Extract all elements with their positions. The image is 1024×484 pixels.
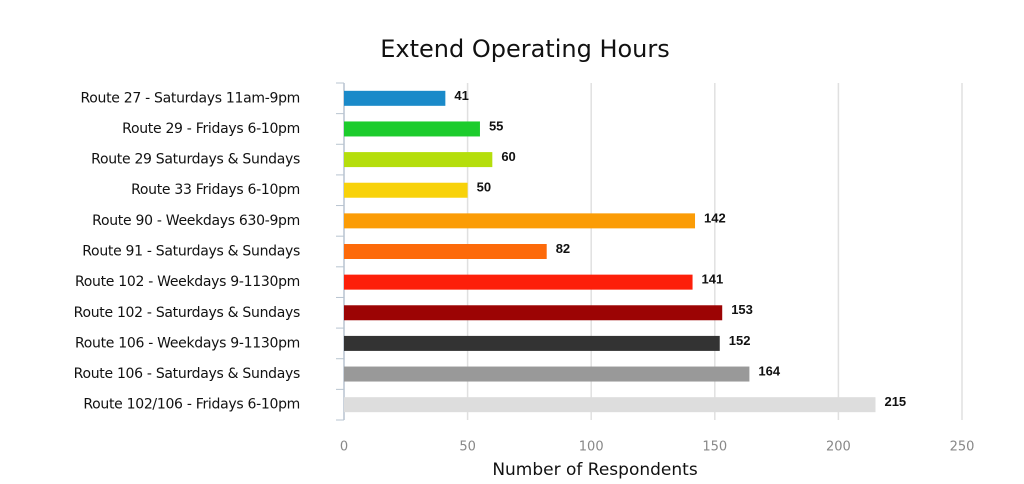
value-label: 50 — [477, 180, 491, 195]
value-label: 142 — [704, 210, 726, 225]
value-label: 152 — [729, 333, 751, 348]
chart-title: Extend Operating Hours — [380, 35, 670, 63]
x-tick-label: 250 — [950, 440, 975, 455]
bar — [344, 274, 693, 290]
x-tick-label: 0 — [340, 440, 348, 455]
y-tick-label: Route 106 - Weekdays 9-1130pm — [75, 335, 300, 351]
value-label: 164 — [758, 363, 780, 378]
value-label: 82 — [556, 241, 570, 256]
y-tick-label: Route 102/106 - Fridays 6-10pm — [83, 397, 300, 413]
y-tick-label: Route 106 - Saturdays & Sundays — [74, 366, 300, 382]
y-tick-label: Route 102 - Weekdays 9-1130pm — [75, 274, 300, 290]
bar — [344, 366, 750, 382]
bar — [344, 152, 493, 168]
value-label: 141 — [702, 272, 724, 287]
y-tick-label: Route 91 - Saturdays & Sundays — [82, 244, 300, 260]
value-label: 60 — [501, 149, 515, 164]
y-tick-label: Route 27 - Saturdays 11am-9pm — [80, 90, 300, 106]
y-tick-label: Route 29 - Fridays 6-10pm — [122, 121, 300, 137]
y-tick-label: Route 102 - Saturdays & Sundays — [74, 305, 300, 321]
x-tick-label: 100 — [579, 440, 604, 455]
x-tick-label: 50 — [459, 440, 476, 455]
value-label: 41 — [454, 88, 468, 103]
value-label: 55 — [489, 118, 503, 133]
y-tick-label: Route 33 Fridays 6-10pm — [131, 182, 300, 198]
bar — [344, 182, 468, 198]
x-tick-label: 200 — [826, 440, 851, 455]
value-label: 153 — [731, 302, 753, 317]
y-tick-label: Route 90 - Weekdays 630-9pm — [92, 213, 300, 229]
y-tick-label: Route 29 Saturdays & Sundays — [91, 152, 300, 168]
bar — [344, 335, 720, 351]
x-tick-label: 150 — [702, 440, 727, 455]
bar — [344, 305, 723, 321]
bar — [344, 397, 876, 413]
bar — [344, 121, 480, 137]
x-axis-label: Number of Respondents — [492, 460, 698, 480]
bar — [344, 213, 696, 229]
bar — [344, 90, 446, 106]
bar — [344, 244, 547, 259]
value-label: 215 — [884, 394, 906, 409]
